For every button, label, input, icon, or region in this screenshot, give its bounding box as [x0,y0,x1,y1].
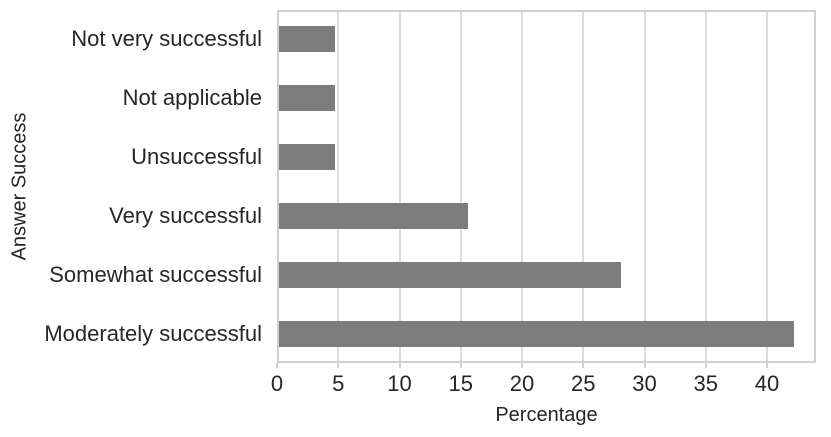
x-tick-label-25: 25 [571,371,596,396]
gridline-x-20 [521,10,523,363]
bar [277,26,335,53]
y-tick-label: Moderately successful [44,320,262,346]
y-tick-label: Somewhat successful [49,261,262,287]
y-tick-label: Not very successful [71,26,262,52]
x-tick-mark-5 [337,363,340,368]
gridline-x-40 [766,10,768,363]
x-tick-mark-30 [643,363,646,368]
x-tick-label-0: 0 [270,371,284,396]
bar [277,85,335,112]
x-tick-label-15: 15 [448,371,473,396]
y-axis-title: Answer Success [8,112,31,261]
y-tick-label: Very successful [109,202,262,228]
gridline-x-15 [459,10,462,363]
gridline-x-25 [582,10,585,363]
gridline-x-35 [704,10,707,363]
x-tick-mark-0 [276,363,278,368]
x-tick-mark-10 [398,363,401,368]
x-tick-label-20: 20 [509,371,535,396]
x-tick-mark-15 [459,363,462,368]
gridline-x-5 [337,10,340,363]
bar [277,202,469,229]
gridline-x-30 [643,10,646,363]
x-tick-mark-40 [766,363,768,368]
gridline-x-10 [398,10,401,363]
x-tick-label-10: 10 [387,371,412,396]
y-axis-title-box: Answer Success [0,10,40,363]
bar [277,144,335,171]
y-tick-label: Not applicable [122,85,262,111]
x-tick-label-30: 30 [632,371,657,396]
x-tick-label-5: 5 [332,371,345,396]
bar [277,320,794,347]
x-tick-mark-35 [704,363,707,368]
x-tick-mark-25 [582,363,585,368]
bar [277,261,622,288]
plot-area [277,10,816,363]
x-tick-label-40: 40 [754,371,780,396]
x-tick-mark-20 [521,363,523,368]
y-tick-label: Unsuccessful [131,144,262,170]
x-tick-label-35: 35 [693,371,718,396]
x-axis-title: Percentage [495,404,598,426]
